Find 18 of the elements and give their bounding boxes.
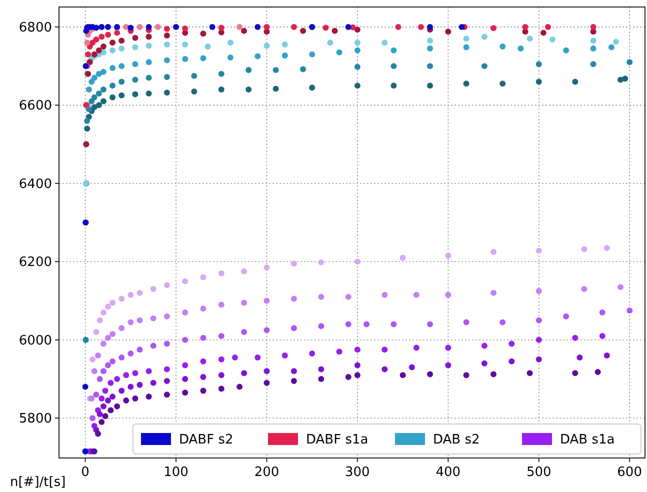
y-tick-label: 6200	[18, 255, 52, 270]
legend-label: DABF s2	[179, 432, 234, 448]
x-tick-label: 600	[617, 465, 642, 480]
legend-label: DAB s1a	[560, 432, 615, 448]
x-tick-label: 500	[526, 465, 552, 480]
x-axis-title: n[#]/t[s]	[10, 475, 66, 490]
x-tick-label: 300	[345, 465, 370, 480]
y-tick-label: 6400	[18, 176, 52, 192]
y-tick-label: 5800	[18, 412, 52, 427]
x-tick-label: 100	[164, 465, 188, 480]
y-tick-label: 6600	[18, 98, 52, 114]
y-tick-label: 6800	[18, 20, 52, 36]
x-tick-label: 200	[254, 465, 280, 480]
legend-label: DAB s2	[433, 432, 480, 448]
y-tick-label: 6000	[18, 333, 52, 348]
x-tick-label: 400	[436, 465, 461, 480]
legend-label: DABF s1a	[306, 432, 368, 448]
x-tick-label: 0	[81, 465, 90, 480]
